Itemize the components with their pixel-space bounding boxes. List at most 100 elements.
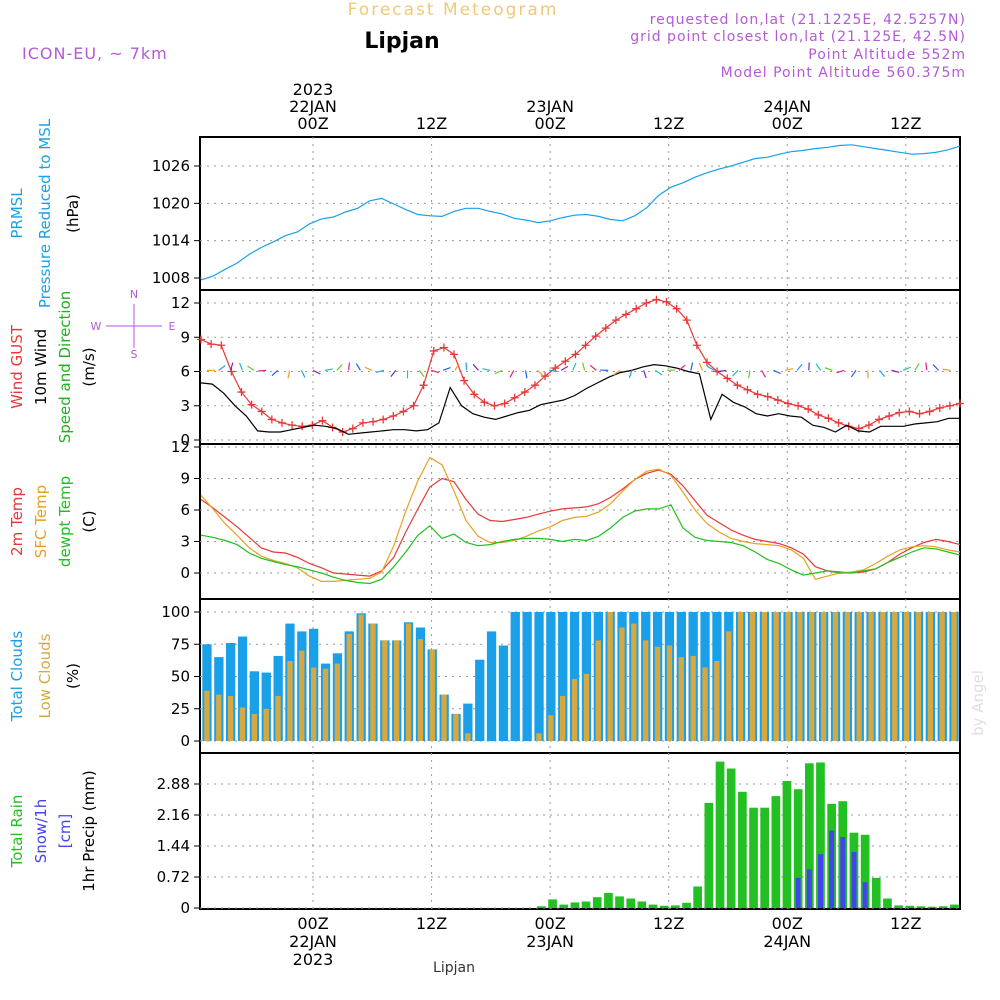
wind-arrow [698,362,704,371]
gust-marker [439,343,448,352]
wind-arrow [824,367,833,371]
wind-arrow [230,362,234,371]
compass-e: E [169,320,176,333]
panel-label: 10m Wind [32,329,50,405]
gust-marker [379,415,388,424]
data-bar [726,631,732,741]
data-bar [216,694,222,741]
data-bar [844,612,850,741]
data-bar [261,672,271,741]
gust-marker [197,335,205,344]
gust-marker [267,415,276,424]
y-tick-label: 1026 [152,157,190,175]
data-bar [782,781,792,908]
wind-arrow [442,367,451,371]
data-bar [927,906,937,908]
grid [200,137,960,290]
data-bar [860,834,870,908]
top-time-label: 12Z [890,114,921,133]
panel-temperature: 0 3 6 9 12 2m Temp SFC Temp dewpt Temp (C) [8,438,961,600]
data-bar [346,633,352,741]
y-tick-label: 75 [171,635,190,653]
data-bar [726,768,736,908]
series-line [200,144,961,281]
data-bar [805,763,814,908]
wind-arrow [549,369,558,372]
data-bar [619,627,625,741]
gridpoint-coords: grid point closest lon,lat (21.125E, 42.… [630,29,966,45]
panel-wind: 0 3 6 9 12 Wind GUST 10m Wind Speed and Directi… [8,288,964,449]
gust-marker [298,422,307,431]
data-bar [559,904,569,908]
wind-arrow [902,366,911,371]
gust-marker [470,390,479,399]
series-dewpt-temp [200,504,961,585]
gust-marker [632,304,641,313]
y-tick-label: 1020 [152,194,190,212]
wind-arrow [247,365,255,371]
series-sfc-temp [200,456,961,583]
gust-marker [885,412,894,421]
data-bar [465,733,471,741]
panel-precip: 0 0.72 1.44 2.16 2.88 Total Rain Snow/1h [cm] 1h… [8,752,961,917]
grid [200,444,960,599]
y-tick-label: 1.44 [157,837,190,855]
data-bar [607,612,613,741]
gust-marker [591,332,600,341]
data-bar [654,646,661,741]
data-bar [951,612,957,741]
data-bar [702,667,708,741]
top-time-label: 24JAN [763,97,811,116]
panel-clouds: 0 25 50 75 100 Total Clouds Low Clouds (%) [8,598,961,754]
y-tick-label: 3 [180,397,190,415]
bottom-time-label: 00Z [297,914,328,933]
series-line [200,363,960,435]
wind-arrow [815,363,822,371]
gust-marker [399,407,408,416]
data-bar [226,643,236,741]
y-tick-label: 0 [180,732,190,750]
data-bar [237,636,248,741]
data-bar [795,877,801,908]
data-bar [714,661,720,741]
gust-marker [682,316,691,325]
gust-marker [601,324,610,333]
y-tick-label: 12 [171,438,190,456]
bottom-time-label: 00Z [534,914,565,933]
data-bar [820,612,827,741]
wind-arrow [324,368,333,371]
data-bar [546,612,556,741]
bottom-time-label: 24JAN [763,932,811,951]
data-bar [643,640,649,741]
gust-marker [611,316,620,325]
wind-arrow [891,369,900,373]
data-bar [671,905,680,908]
data-bar [797,612,803,741]
data-bar [950,904,959,908]
y-tick-label: 1014 [152,232,190,250]
data-bar [829,830,835,908]
panel-label: Wind GUST [8,324,26,409]
bottom-time-label: 2023 [293,950,334,969]
compass-s: S [131,348,138,361]
panel-frame [199,289,961,445]
data-bar [760,807,769,908]
wind-arrow [418,370,425,378]
wind-arrow [836,369,845,374]
gust-marker [409,401,418,410]
location-title: Lipjan [364,29,439,54]
data-bar [626,898,636,908]
wind-arrow [707,365,715,371]
gust-marker [358,418,367,427]
wind-arrow [348,362,351,371]
data-bar [637,901,647,908]
gust-marker [875,415,884,424]
top-time-label: 23JAN [526,97,574,116]
wind-arrow [796,363,803,371]
wind-arrow [287,370,291,379]
gust-marker [905,407,914,416]
panel-label: 1hr Precip (mm) [80,770,98,891]
panel-pressure: 1008 1014 1020 1026 PRMSL Pressure Reduced to… [8,118,961,308]
gust-marker [945,401,954,410]
